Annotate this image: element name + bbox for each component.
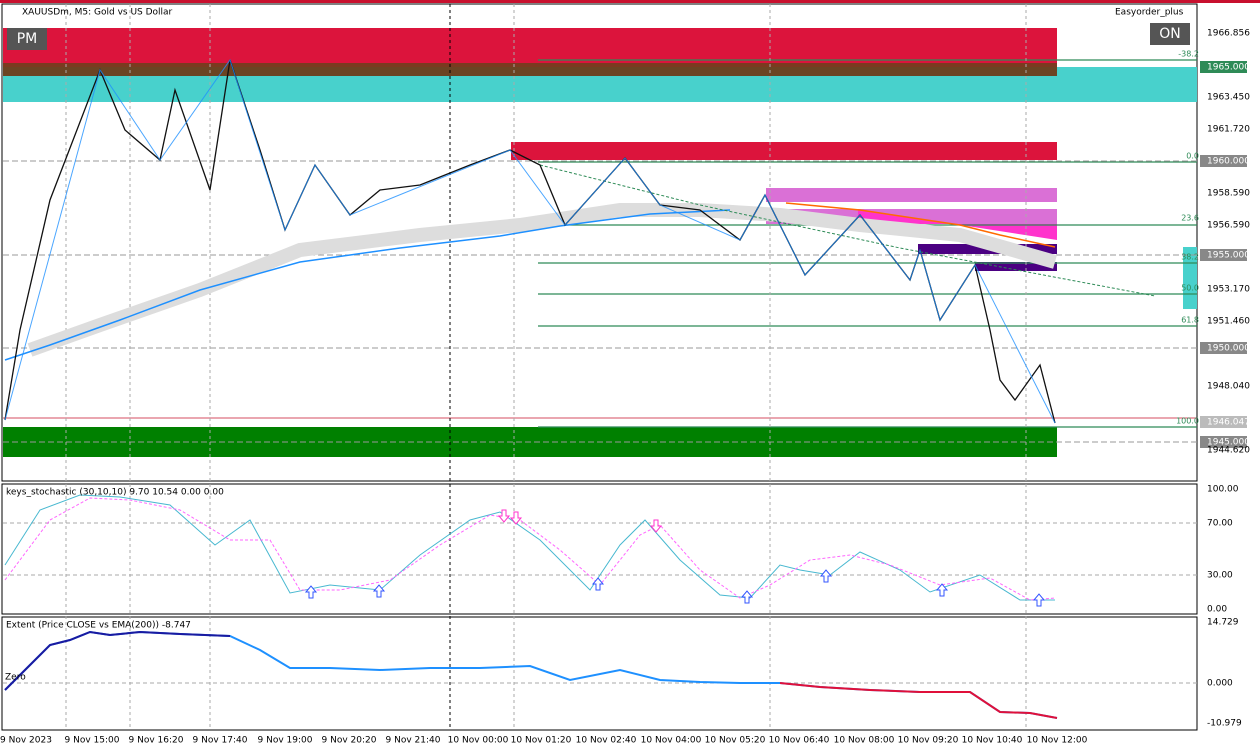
time-label: 9 Nov 19:00 (258, 736, 313, 746)
price-label: 1958.590 (1207, 189, 1250, 199)
time-label: 10 Nov 00:00 (448, 736, 509, 746)
extent-label: Extent (Price CLOSE vs EMA(200)) -8.747 (6, 621, 191, 631)
price-label: 1961.720 (1207, 125, 1250, 135)
stoch-main (4, 494, 1055, 601)
time-label: 10 Nov 10:40 (962, 736, 1023, 746)
price-label: 1960.000 (1207, 157, 1250, 167)
extent-axis-label: 0.000 (1207, 679, 1233, 689)
stoch-axis-label: 70.00 (1207, 519, 1233, 529)
price-tag (1200, 155, 1247, 167)
price-tag (1200, 436, 1247, 448)
time-label: 10 Nov 01:20 (511, 736, 572, 746)
time-label: 9 Nov 2023 (0, 736, 52, 746)
fib-lines (538, 59, 1197, 428)
stoch-axis-label: 0.00 (1207, 605, 1227, 615)
price-tag (1200, 342, 1247, 354)
price-label: 1965.000 (1207, 63, 1250, 73)
time-label: 10 Nov 05:20 (705, 736, 766, 746)
zigzag (4, 58, 1056, 424)
fib-label: 100.0 (1176, 417, 1199, 426)
time-label: 10 Nov 04:00 (641, 736, 702, 746)
price-tag (1200, 416, 1247, 428)
on-button[interactable] (1150, 23, 1190, 45)
zone-overlap (3, 67, 1057, 76)
sell-arrows (497, 509, 663, 533)
stoch-axis-label: 30.00 (1207, 571, 1233, 581)
fib-label: 61.8 (1181, 316, 1199, 325)
time-label: 9 Nov 21:40 (386, 736, 441, 746)
zone-magenta (766, 188, 1057, 202)
main-panel (1, 3, 1198, 482)
time-label: 10 Nov 06:40 (769, 736, 830, 746)
price-label: 1966.856 (1207, 29, 1250, 39)
price-label: 1950.000 (1207, 344, 1250, 354)
price-label: 1946.047 (1207, 418, 1250, 428)
price-label: 1944.620 (1207, 446, 1250, 456)
price-label: 1948.040 (1207, 382, 1250, 392)
symbol-title: XAUUSDm, M5: Gold vs US Dollar (22, 8, 173, 18)
supply-zone (511, 142, 1057, 160)
stoch-signal (4, 497, 1056, 601)
vertical-grid (65, 4, 1027, 730)
ema-line (4, 209, 731, 361)
extent-strong (4, 630, 231, 691)
on-label[interactable]: ON (1159, 26, 1181, 42)
time-label: 10 Nov 12:00 (1027, 736, 1088, 746)
extent-negative (779, 682, 1058, 719)
level-lines (3, 160, 1197, 443)
pm-label[interactable]: PM (17, 31, 38, 47)
price-label: 1953.170 (1207, 285, 1250, 295)
extent-axis-label: 14.729 (1207, 618, 1239, 628)
fib-label: 38.2 (1181, 253, 1199, 262)
stoch-axis-label: 100.00 (1207, 485, 1239, 495)
price-label: 1963.450 (1207, 93, 1250, 103)
trend-dash (539, 164, 1156, 297)
time-label: 10 Nov 02:40 (576, 736, 637, 746)
pm-button[interactable] (7, 28, 47, 50)
time-label: 9 Nov 17:40 (193, 736, 248, 746)
buy-arrows (304, 569, 1046, 607)
expert-name: Easyorder_plus (1115, 8, 1184, 18)
stochastic-panel (1, 483, 1198, 615)
time-label: 10 Nov 09:20 (898, 736, 959, 746)
time-label: 9 Nov 20:20 (322, 736, 377, 746)
extent-panel (1, 616, 1198, 731)
price-label: 1945.000 (1207, 438, 1250, 448)
stochastic-label: keys_stochastic (30,10,10) 9.70 10.54 0.… (6, 488, 224, 498)
fib-label: -38.2 (1178, 50, 1199, 59)
price-label: 1956.590 (1207, 221, 1250, 231)
trend-line (785, 202, 1056, 248)
fib-label: 0.0 (1186, 152, 1199, 161)
price-tag (1200, 249, 1247, 261)
zero-label: Zero (5, 673, 26, 683)
fib-label: 23.6 (1181, 214, 1199, 223)
time-label: 9 Nov 16:20 (129, 736, 184, 746)
extent-axis-label: -10.979 (1207, 719, 1242, 729)
zone-purple (975, 262, 1057, 271)
fib-label: 50.0 (1181, 284, 1199, 293)
price-label: 1951.460 (1207, 317, 1250, 327)
time-label: 10 Nov 08:00 (834, 736, 895, 746)
time-label: 9 Nov 15:00 (65, 736, 120, 746)
price-tag (1200, 61, 1247, 73)
price-label: 1955.000 (1207, 251, 1250, 261)
top-bar (0, 0, 1260, 3)
